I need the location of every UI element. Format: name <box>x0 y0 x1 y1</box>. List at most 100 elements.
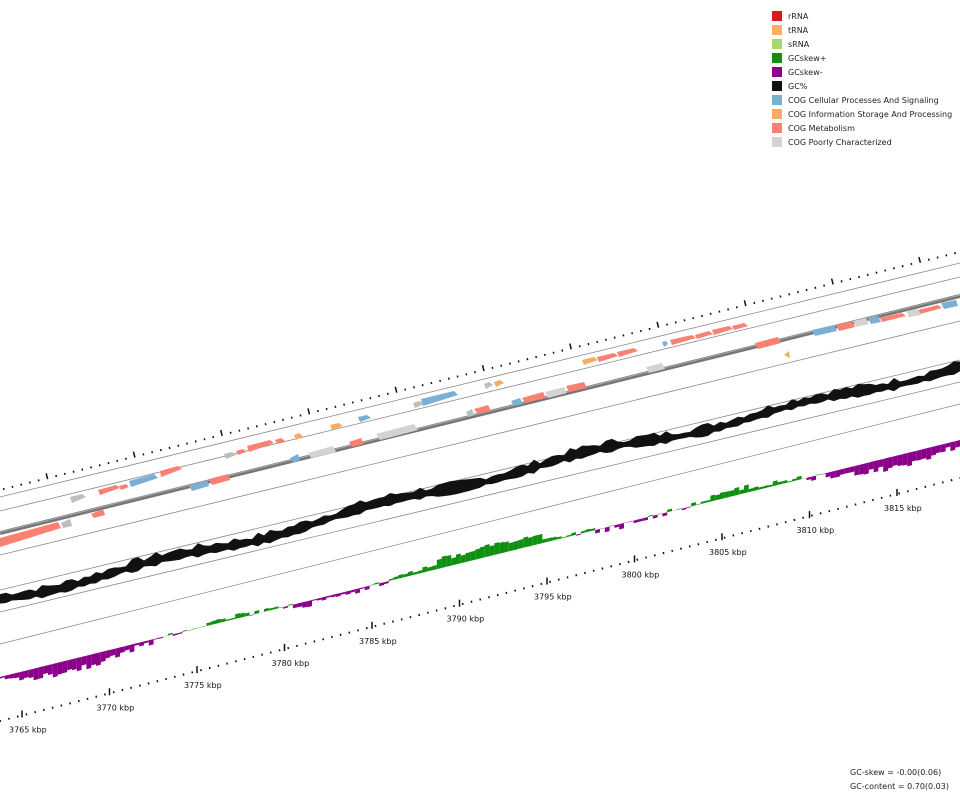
gc-skew-positive <box>427 566 432 572</box>
gc-skew-positive <box>456 553 461 565</box>
gc-skew-positive <box>398 574 404 579</box>
gc-skew-negative <box>105 649 111 659</box>
tick-label: 3815 kbp <box>884 504 922 513</box>
gc-skew-positive <box>211 620 216 625</box>
gc-skew-negative <box>652 514 658 519</box>
cds-feature <box>812 325 837 336</box>
gc-skew-positive <box>739 489 744 495</box>
gc-skew-negative <box>177 632 183 635</box>
gc-skew-positive <box>696 503 701 506</box>
gc-skew-positive <box>216 618 221 624</box>
gc-skew-positive <box>777 481 783 485</box>
gc-skew-negative <box>820 473 826 475</box>
gc-skew-positive <box>523 536 528 548</box>
gc-skew-negative <box>643 517 648 521</box>
statistics: GC-skew = -0.00(0.06) GC-content = 0.70(… <box>850 766 949 794</box>
gc-skew-positive <box>542 538 548 544</box>
gc-skew-negative <box>283 605 288 609</box>
gc-skew-negative <box>134 642 140 646</box>
tick-label: 3800 kbp <box>622 570 660 579</box>
cds-feature <box>545 387 567 398</box>
gc-skew-positive <box>465 552 471 563</box>
gc-skew-positive <box>758 486 764 490</box>
gc-skew-negative <box>384 581 389 585</box>
tick-label: 3795 kbp <box>534 593 572 602</box>
gc-skew-negative <box>835 469 840 478</box>
gc-skew-negative <box>859 463 864 475</box>
gc-skew-positive <box>235 613 240 619</box>
gc-skew-negative <box>172 633 178 636</box>
cds-feature <box>466 409 474 417</box>
cds-feature <box>662 341 668 347</box>
legend-label: COG Information Storage And Processing <box>788 109 953 119</box>
cds-feature <box>695 331 713 339</box>
gc-skew-negative <box>124 645 130 651</box>
cds-feature <box>918 305 942 314</box>
gc-content-band <box>0 361 960 604</box>
gc-skew-negative <box>336 592 341 597</box>
gc-skew-negative <box>72 658 77 671</box>
cds-feature <box>784 351 790 358</box>
gc-skew-negative <box>43 665 48 675</box>
gc-skew-negative <box>916 449 922 461</box>
gc-skew-negative <box>868 461 874 470</box>
gc-skew-negative <box>62 660 68 674</box>
cds-feature <box>421 391 458 406</box>
gc-skew-negative <box>9 673 15 679</box>
gc-skew-negative <box>912 450 917 462</box>
cds-feature <box>670 335 696 345</box>
gc-skew-negative <box>158 636 164 639</box>
cds-feature <box>484 382 493 389</box>
gc-skew-negative <box>854 464 860 476</box>
tick-label: 3770 kbp <box>97 703 135 712</box>
gc-content-track <box>0 361 960 604</box>
cds-feature <box>91 509 105 518</box>
gc-skew-negative <box>187 629 192 632</box>
gc-skew-negative <box>110 648 116 657</box>
gc-skew-negative <box>897 454 903 467</box>
legend-item-rrna: rRNA <box>772 9 952 23</box>
gc-skew-negative <box>955 440 960 448</box>
gc-skew-negative <box>302 601 308 608</box>
legend-swatch <box>772 11 782 21</box>
gc-skew-positive <box>753 486 759 491</box>
gc-skew-negative <box>307 600 312 608</box>
gc-skew-negative <box>38 666 44 679</box>
gc-skew-negative <box>936 444 941 454</box>
gc-skew-negative <box>144 640 149 644</box>
cds-feature <box>868 316 881 324</box>
gc-skew-negative <box>312 598 317 601</box>
gc-skew-positive <box>748 487 754 493</box>
cds-feature <box>275 438 285 444</box>
cds-feature <box>290 454 300 463</box>
cds-feature <box>413 401 424 408</box>
gc-skew-positive <box>206 622 212 626</box>
gc-skew-positive <box>388 578 394 581</box>
cds-feature <box>941 300 958 309</box>
gc-skew-positive <box>192 627 197 630</box>
legend-swatch <box>772 109 782 119</box>
gc-skew-negative <box>595 528 600 534</box>
gc-skew-positive <box>734 487 740 496</box>
gc-skew-positive <box>451 557 456 566</box>
forward-features <box>70 305 942 503</box>
gc-skew-negative <box>340 591 346 595</box>
gc-skew-negative <box>28 668 34 679</box>
gc-skew-negative <box>830 470 836 479</box>
ruler-major-tick <box>743 300 747 307</box>
gc-skew-positive <box>374 582 380 585</box>
cds-feature <box>376 424 418 440</box>
cds-feature <box>474 405 491 414</box>
gc-content-stat: GC-content = 0.70(0.03) <box>850 782 949 791</box>
cds-feature <box>224 452 236 459</box>
gc-skew-negative <box>316 597 322 601</box>
gc-skew-positive <box>408 570 413 577</box>
legend-swatch <box>772 53 782 63</box>
guide-lines <box>0 262 960 645</box>
gc-skew-positive <box>460 554 466 564</box>
gc-skew-positive <box>230 617 236 621</box>
legend-label: COG Cellular Processes And Signaling <box>788 95 939 105</box>
gc-skew-positive <box>470 550 476 561</box>
gc-skew-positive <box>700 500 706 504</box>
gc-skew-positive <box>432 565 437 571</box>
